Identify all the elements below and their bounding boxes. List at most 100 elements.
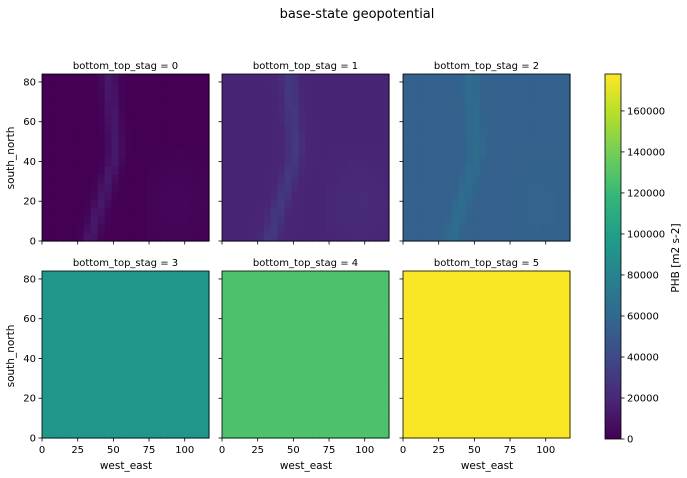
heatmap-cell [375, 396, 383, 406]
heatmap-cell [465, 396, 474, 406]
heatmap-cell [270, 371, 279, 381]
heatmap-cell [382, 215, 390, 225]
heatmap-cell [451, 207, 460, 217]
heatmap-cell [465, 74, 474, 83]
heatmap-cell [430, 157, 439, 167]
heatmap-cell [451, 379, 460, 389]
heatmap-cell [556, 232, 564, 242]
heatmap-cell [556, 271, 564, 280]
heatmap-cell [90, 287, 99, 297]
heatmap-cell [188, 157, 196, 167]
heatmap-cell [542, 296, 550, 305]
heatmap-cell [298, 279, 307, 289]
heatmap-cell [97, 296, 106, 305]
heatmap-cell [284, 362, 293, 372]
heatmap-cell [97, 387, 106, 397]
heatmap-cell [535, 107, 543, 117]
heatmap-cell [256, 74, 265, 83]
heatmap-cell [277, 337, 286, 347]
heatmap-cell [521, 74, 529, 83]
heatmap-cell [146, 346, 154, 356]
heatmap-cell [270, 387, 279, 397]
heatmap-cell [167, 99, 175, 108]
heatmap-cell [382, 174, 390, 184]
heatmap-cell [361, 215, 369, 225]
heatmap-cell [153, 182, 161, 192]
heatmap-cell [319, 346, 327, 356]
heatmap-cell [347, 232, 355, 242]
heatmap-cell [174, 379, 182, 389]
heatmap-cell [174, 90, 182, 100]
heatmap-cell [430, 99, 439, 108]
heatmap-cell [76, 396, 85, 406]
heatmap-cell [521, 321, 529, 331]
heatmap-cell [146, 396, 154, 406]
heatmap-cell [202, 312, 210, 322]
heatmap-cell [48, 296, 57, 305]
heatmap-cell [361, 329, 369, 339]
heatmap-cell [256, 279, 265, 289]
heatmap-cell [403, 165, 411, 175]
heatmap-cell [242, 287, 251, 297]
heatmap-cell [228, 215, 237, 225]
heatmap-cell [437, 387, 446, 397]
heatmap-cell [104, 429, 113, 439]
heatmap-cell [222, 329, 230, 339]
heatmap-cell [521, 354, 529, 364]
heatmap-cell [563, 182, 571, 192]
heatmap-cell [125, 190, 134, 200]
heatmap-cell [153, 412, 161, 422]
heatmap-cell [270, 165, 279, 175]
heatmap-cell [256, 224, 265, 234]
heatmap-cell [270, 140, 279, 150]
heatmap-cell [69, 396, 78, 406]
heatmap-cell [361, 199, 369, 209]
heatmap-cell [111, 107, 120, 117]
heatmap-cell [333, 371, 341, 381]
heatmap-cell [83, 199, 92, 209]
heatmap-cell [493, 412, 502, 422]
heatmap-cell [132, 287, 141, 297]
x-tick-label: 100 [175, 445, 194, 456]
heatmap-cell [375, 165, 383, 175]
heatmap-cell [340, 224, 348, 234]
heatmap-cell [242, 321, 251, 331]
heatmap-cell [507, 157, 515, 167]
heatmap-cell [500, 215, 508, 225]
heatmap-cell [256, 132, 265, 142]
heatmap-cell [242, 329, 251, 339]
heatmap-cell [326, 190, 334, 200]
heatmap-cell [382, 304, 390, 314]
heatmap-cell [354, 396, 362, 406]
heatmap-cell [146, 296, 154, 305]
heatmap-cell [444, 379, 453, 389]
heatmap-cell [174, 271, 182, 280]
heatmap-cell [326, 174, 334, 184]
heatmap-cell [361, 271, 369, 280]
heatmap-cell [507, 174, 515, 184]
heatmap-cell [48, 90, 57, 100]
heatmap-cell [222, 337, 230, 347]
heatmap-cell [375, 329, 383, 339]
heatmap-cell [354, 90, 362, 100]
heatmap-cell [125, 346, 134, 356]
heatmap-cell [444, 182, 453, 192]
heatmap-cell [528, 412, 536, 422]
heatmap-cell [326, 182, 334, 192]
heatmap-cell [69, 404, 78, 414]
heatmap-cell [118, 99, 127, 108]
heatmap-cell [409, 287, 418, 297]
heatmap-cell [409, 232, 418, 242]
heatmap-cell [375, 215, 383, 225]
heatmap-cell [319, 165, 327, 175]
heatmap-cell [111, 115, 120, 125]
heatmap-cell [69, 74, 78, 83]
heatmap-cell [465, 379, 474, 389]
heatmap-cell [465, 346, 474, 356]
heatmap-cell [333, 412, 341, 422]
heatmap-cell [69, 337, 78, 347]
heatmap-cell [528, 74, 536, 83]
heatmap-cell [423, 99, 432, 108]
heatmap-cell [472, 224, 481, 234]
heatmap-cell [62, 165, 71, 175]
